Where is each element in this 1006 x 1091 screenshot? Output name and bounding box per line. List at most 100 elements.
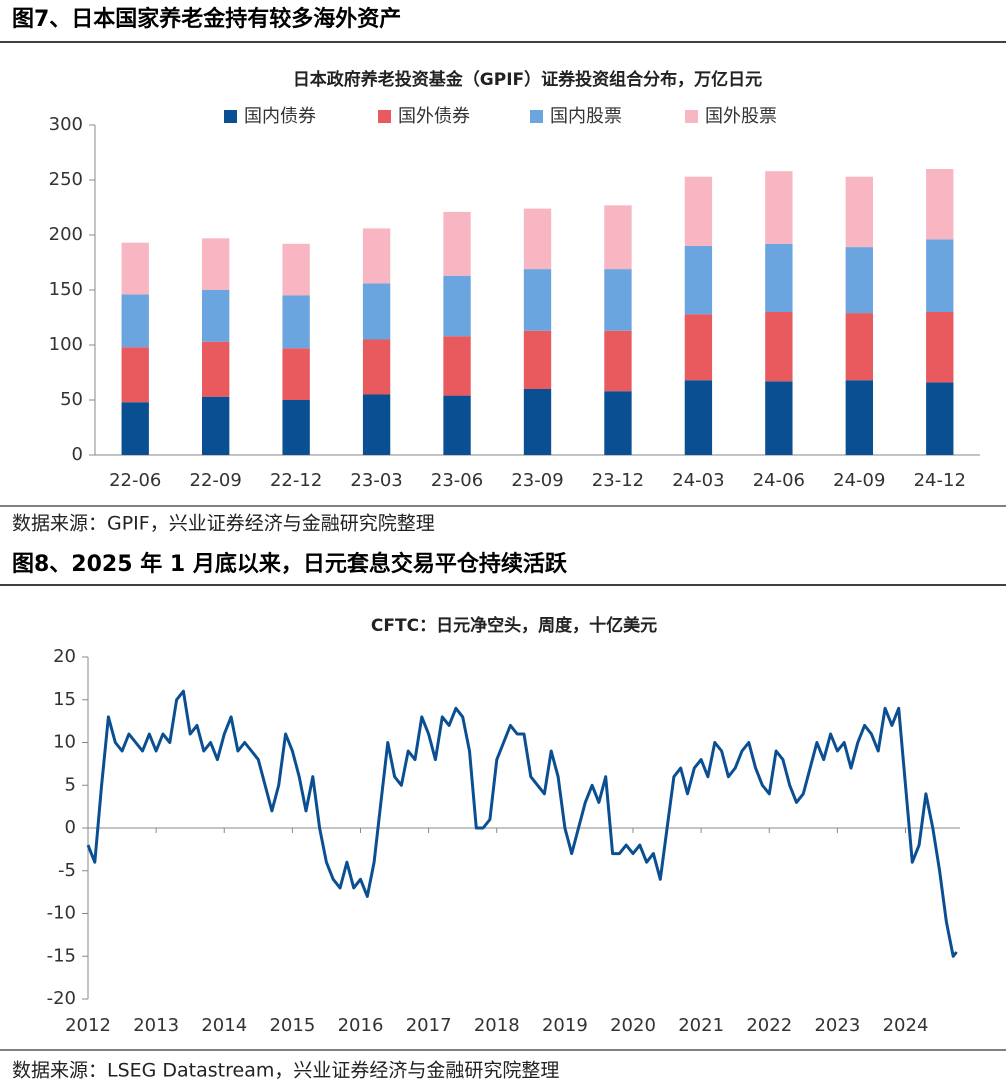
- bar: [443, 275, 471, 337]
- bar: [523, 389, 552, 455]
- y-tick-label: 250: [49, 169, 83, 190]
- y-tick-label: 50: [60, 389, 83, 410]
- x-tick-label: 2013: [133, 1015, 179, 1036]
- bar: [926, 312, 954, 383]
- x-tick-label: 22-09: [190, 470, 242, 491]
- bar: [443, 336, 471, 396]
- bar: [845, 313, 873, 381]
- bar: [282, 348, 310, 400]
- bar: [845, 247, 873, 314]
- x-tick-label: 2018: [474, 1015, 520, 1036]
- x-tick-label: 24-06: [753, 470, 805, 491]
- bar: [282, 295, 310, 349]
- bar: [684, 314, 713, 381]
- legend-swatch: [530, 110, 543, 123]
- x-tick-label: 2014: [201, 1015, 247, 1036]
- legend-swatch: [685, 110, 698, 123]
- bar: [523, 269, 552, 331]
- bar: [362, 283, 391, 340]
- y-tick-label: 0: [65, 817, 76, 838]
- bar: [121, 294, 149, 348]
- x-tick-label: 2022: [746, 1015, 792, 1036]
- legend-label: 国外股票: [705, 106, 777, 127]
- y-tick-label: 5: [65, 774, 76, 795]
- bar: [121, 347, 149, 403]
- x-tick-label: 24-09: [833, 470, 885, 491]
- y-tick-label: -15: [47, 945, 76, 966]
- x-tick-label: 2015: [269, 1015, 315, 1036]
- figure-caption: 图8、2025 年 1 月底以来，日元套息交易平仓持续活跃: [12, 551, 568, 577]
- legend-label: 国内债券: [244, 106, 316, 127]
- bar: [282, 243, 310, 296]
- bar: [765, 312, 793, 382]
- bar: [523, 208, 552, 270]
- x-tick-label: 2023: [814, 1015, 860, 1036]
- bar: [684, 380, 713, 455]
- bar: [443, 211, 471, 276]
- line-series: [86, 689, 958, 958]
- bar: [765, 381, 793, 455]
- y-tick-label: 20: [53, 646, 76, 667]
- x-tick-label: 22-06: [109, 470, 161, 491]
- legend-label: 国内股票: [550, 106, 622, 127]
- bar: [845, 380, 873, 455]
- x-tick-label: 2024: [883, 1015, 929, 1036]
- bar: [604, 205, 632, 270]
- x-tick-label: 24-03: [672, 470, 724, 491]
- y-tick-label: 300: [49, 114, 83, 135]
- x-tick-label: 24-12: [914, 470, 966, 491]
- y-tick-label: 100: [49, 334, 83, 355]
- x-tick-label: 2017: [406, 1015, 452, 1036]
- legend-swatch: [378, 110, 391, 123]
- bar: [765, 171, 793, 244]
- bar: [202, 341, 230, 397]
- y-tick-label: -5: [58, 860, 76, 881]
- bar: [926, 382, 954, 455]
- y-tick-label: -20: [47, 988, 76, 1009]
- x-tick-label: 2020: [610, 1015, 656, 1036]
- bar: [523, 330, 552, 389]
- bar: [926, 239, 954, 312]
- x-tick-label: 2012: [65, 1015, 111, 1036]
- bar: [604, 269, 632, 331]
- chart-title: CFTC：日元净空头，周度，十亿美元: [371, 615, 657, 636]
- bar: [362, 339, 391, 395]
- source-note: 数据来源：LSEG Datastream，兴业证券经济与金融研究院整理: [12, 1060, 559, 1082]
- y-tick-label: 15: [53, 689, 76, 710]
- bar: [121, 242, 149, 295]
- x-tick-label: 2021: [678, 1015, 724, 1036]
- legend-swatch: [224, 110, 237, 123]
- x-tick-label: 22-12: [270, 470, 322, 491]
- y-tick-label: -10: [47, 903, 76, 924]
- source-note: 数据来源：GPIF，兴业证券经济与金融研究院整理: [12, 513, 435, 535]
- y-tick-label: 200: [49, 224, 83, 245]
- bar: [443, 395, 471, 455]
- legend-label: 国外债券: [398, 106, 470, 127]
- bar: [282, 400, 310, 455]
- x-tick-label: 23-12: [592, 470, 644, 491]
- x-tick-label: 2019: [542, 1015, 588, 1036]
- bar: [202, 396, 230, 455]
- bar: [684, 176, 713, 246]
- bar: [202, 290, 230, 342]
- bar: [604, 330, 632, 392]
- bar: [362, 228, 391, 284]
- chart-title: 日本政府养老投资基金（GPIF）证券投资组合分布，万亿日元: [293, 69, 762, 90]
- x-tick-label: 2016: [338, 1015, 384, 1036]
- x-tick-label: 23-06: [431, 470, 483, 491]
- figure-caption: 图7、日本国家养老金持有较多海外资产: [12, 6, 401, 32]
- y-tick-label: 150: [49, 279, 83, 300]
- bar: [604, 391, 632, 455]
- x-tick-label: 23-09: [511, 470, 563, 491]
- y-tick-label: 10: [53, 732, 76, 753]
- bar: [121, 402, 149, 455]
- bar: [765, 243, 793, 312]
- bar: [362, 394, 391, 455]
- bar: [926, 169, 954, 240]
- bar: [684, 246, 713, 315]
- bar: [202, 238, 230, 290]
- bar: [845, 176, 873, 248]
- x-tick-label: 23-03: [350, 470, 402, 491]
- y-tick-label: 0: [72, 444, 83, 465]
